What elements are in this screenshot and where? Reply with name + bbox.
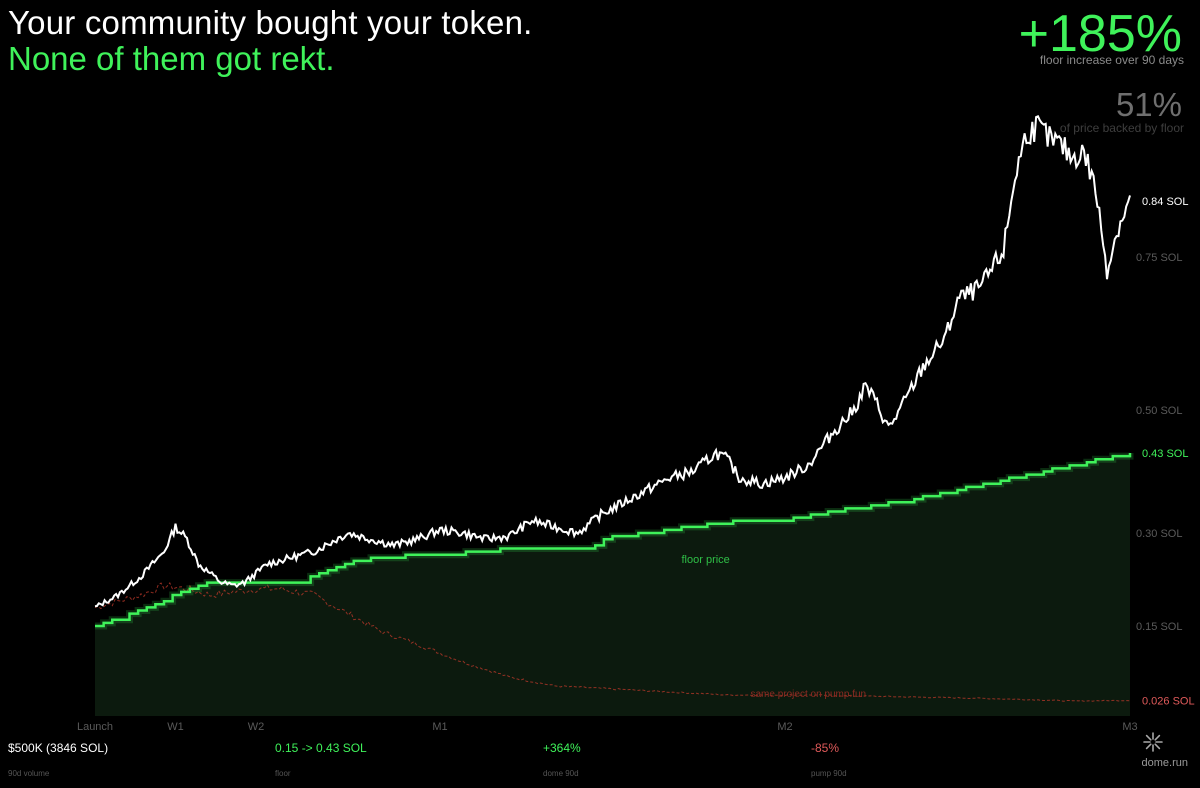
stat-pump-label: pump 90d — [811, 769, 847, 778]
price-end-label: 0.84 SOL — [1142, 196, 1188, 208]
pump-fun-line — [94, 581, 1131, 702]
headline-line-1: Your community bought your token. — [8, 4, 533, 41]
price-line — [94, 115, 1131, 608]
stat-pump-value: -85% — [811, 741, 840, 755]
floor-increase-label: floor increase over 90 days — [1039, 53, 1184, 67]
stat-floor-value: 0.15 -> 0.43 SOL — [275, 741, 367, 755]
y-tick-label: 0.50 SOL — [1136, 405, 1182, 417]
floor-series-label: floor price — [682, 554, 730, 566]
stat-volume-value: $500K (3846 SOL) — [8, 741, 109, 755]
floor-line — [95, 453, 1132, 628]
x-tick-label: M3 — [1122, 721, 1137, 733]
stat-floor-label: floor — [275, 769, 291, 778]
stat-dome-value: +364% — [543, 741, 581, 755]
stat-dome-label: dome 90d — [543, 769, 579, 778]
pump-end-label: 0.026 SOL — [1142, 695, 1195, 707]
floor-area-fill — [95, 453, 1130, 716]
x-tick-label: M2 — [777, 721, 792, 733]
floor-end-label: 0.43 SOL — [1142, 448, 1188, 460]
x-tick-label: W1 — [167, 721, 184, 733]
x-tick-label: M1 — [432, 721, 447, 733]
y-tick-label: 0.75 SOL — [1136, 252, 1182, 264]
y-tick-label: 0.30 SOL — [1136, 528, 1182, 540]
floor-increase-value: +185% — [1018, 5, 1182, 63]
price-backed-label: of price backed by floor — [1059, 121, 1184, 135]
pump-series-label: same project on pump.fun — [751, 689, 867, 700]
price-floor-chart: Launch W1 W2 M1 M2 M3 0.15 SOL 0.30 SOL 0.50 SOL… — [77, 115, 1195, 733]
stat-volume-label: 90d volume — [8, 769, 50, 778]
x-tick-label: W2 — [248, 721, 265, 733]
x-tick-label: Launch — [77, 721, 113, 733]
y-tick-label: 0.15 SOL — [1136, 621, 1182, 633]
dome-starburst-icon — [1143, 732, 1163, 752]
headline-line-2: None of them got rekt. — [8, 40, 335, 77]
price-backed-value: 51% — [1115, 86, 1182, 123]
brand-name: dome.run — [1141, 757, 1188, 769]
